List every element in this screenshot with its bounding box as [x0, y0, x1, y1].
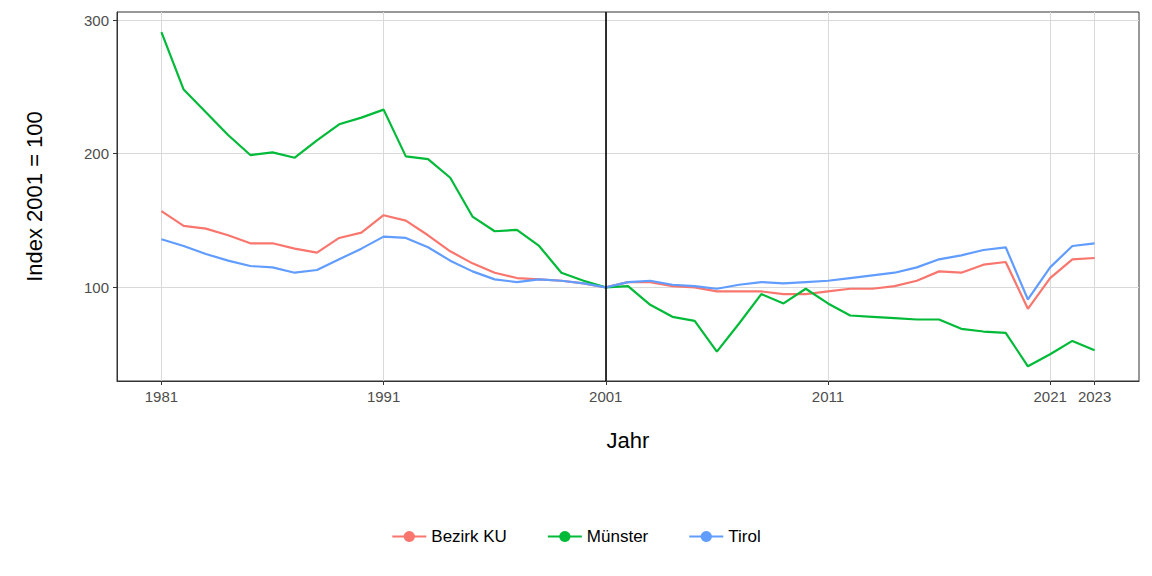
- svg-text:200: 200: [84, 145, 109, 162]
- svg-text:100: 100: [84, 279, 109, 296]
- svg-text:Bezirk KU: Bezirk KU: [431, 527, 507, 546]
- svg-text:Münster: Münster: [587, 527, 649, 546]
- svg-text:Jahr: Jahr: [607, 428, 650, 453]
- svg-text:2023: 2023: [1078, 388, 1111, 405]
- svg-text:1981: 1981: [145, 388, 178, 405]
- svg-text:1991: 1991: [367, 388, 400, 405]
- svg-text:Tirol: Tirol: [728, 527, 760, 546]
- svg-text:2001: 2001: [589, 388, 622, 405]
- svg-text:2011: 2011: [812, 388, 844, 405]
- svg-text:Index 2001 = 100: Index 2001 = 100: [22, 111, 47, 282]
- svg-text:300: 300: [84, 12, 109, 29]
- svg-text:2021: 2021: [1033, 388, 1066, 405]
